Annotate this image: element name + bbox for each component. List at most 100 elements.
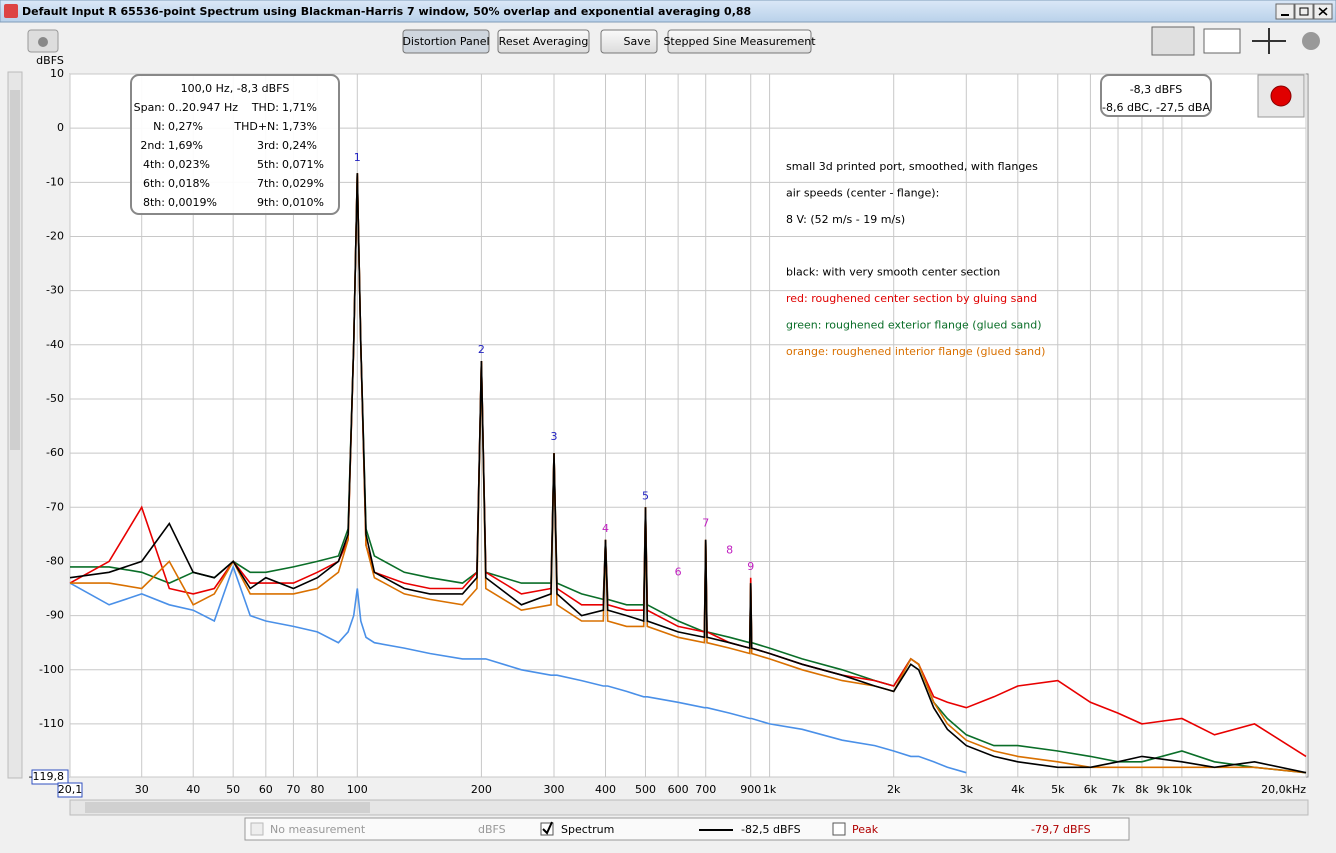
distortion-label: 4th:: [143, 158, 165, 171]
harmonic-marker: 4: [602, 522, 609, 535]
y-tick-label: -60: [46, 446, 64, 459]
annotation-line: red: roughened center section by gluing …: [786, 292, 1037, 305]
toolbar: Distortion Panel Reset Averaging Save Stepp…: [402, 29, 816, 54]
checkbox[interactable]: [832, 822, 846, 836]
scroll-thumb[interactable]: [85, 802, 370, 813]
spectrum-line: [70, 173, 1307, 774]
distortion-label: 7th:: [257, 177, 279, 190]
maximize-button[interactable]: [1294, 3, 1314, 20]
x-tick-label: 5k: [1051, 783, 1065, 796]
level-sub: -8,6 dBC, -27,5 dBA: [1102, 101, 1210, 114]
annotation-line: orange: roughened interior flange (glued…: [786, 345, 1045, 358]
camera-icon: [38, 37, 48, 47]
x-tick-label: 2k: [887, 783, 901, 796]
x-tick-label: 60: [259, 783, 273, 796]
record-indicator: [1270, 85, 1292, 107]
legend-bar: [244, 817, 1130, 841]
x-tick-label: 600: [668, 783, 689, 796]
x-tick-label: 50: [226, 783, 240, 796]
spectrum-line: [70, 173, 1307, 774]
y-tick-label: -70: [46, 500, 64, 513]
distortion-label: 5th:: [257, 158, 279, 171]
close-icon: [1318, 7, 1328, 16]
annotation-line: small 3d printed port, smoothed, with fl…: [786, 160, 1038, 173]
harmonic-marker: 2: [478, 343, 485, 356]
distortion-panel: [130, 74, 340, 215]
y-tick-label: -20: [46, 229, 64, 242]
y-tick-label: -119,8: [29, 770, 64, 783]
x-tick-label: 40: [186, 783, 200, 796]
annotation-line: air speeds (center - flange):: [786, 186, 939, 199]
distortion-value: 0,029%: [282, 177, 324, 190]
level-main: -8,3 dBFS: [1130, 83, 1183, 96]
legend-text: dBFS: [478, 823, 506, 836]
x-tick-label: 100: [347, 783, 368, 796]
distortion-value: 0,27%: [168, 120, 203, 133]
button-label: Distortion Panel: [402, 35, 489, 48]
level-box: [1100, 74, 1212, 117]
y-tick-label: -90: [46, 609, 64, 622]
harmonic-marker: 6: [675, 565, 682, 578]
harmonic-marker: 9: [747, 560, 754, 573]
y-tick-label: -110: [39, 717, 64, 730]
zoom-icon[interactable]: [1252, 28, 1286, 54]
toolbar-button[interactable]: [402, 29, 490, 54]
distortion-value: 1,71%: [282, 101, 317, 114]
distortion-value: 0,24%: [282, 139, 317, 152]
harmonic-marker: 1: [354, 151, 361, 164]
x-tick-label: 200: [471, 783, 492, 796]
x-tick-label: 20,1: [58, 783, 83, 796]
distortion-value: 0..20.947 Hz: [168, 101, 238, 114]
y-tick-label: -80: [46, 554, 64, 567]
x-tick-label: 500: [635, 783, 656, 796]
y-tick-label: -50: [46, 392, 64, 405]
scroll-thumb[interactable]: [10, 90, 20, 450]
legend-text: -79,7 dBFS: [1031, 823, 1091, 836]
checkbox[interactable]: [250, 822, 264, 836]
toolbar-button[interactable]: [600, 29, 658, 54]
minimize-button[interactable]: [1275, 3, 1295, 20]
legend-text: No measurement: [270, 823, 366, 836]
distortion-value: 0,071%: [282, 158, 324, 171]
check-mark: [542, 821, 553, 835]
distortion-label: 2nd:: [140, 139, 165, 152]
distortion-value: 1,69%: [168, 139, 203, 152]
button-label: Reset Averaging: [499, 35, 589, 48]
toolbar-button[interactable]: [667, 29, 812, 54]
x-tick-label: 70: [286, 783, 300, 796]
app-icon: [4, 4, 18, 18]
horizontal-scrollbar[interactable]: [69, 799, 1309, 816]
legend-text: Spectrum: [561, 823, 614, 836]
x-tick-label: 10k: [1172, 783, 1193, 796]
window-title: Default Input R 65536-point Spectrum usi…: [22, 5, 751, 18]
distortion-label: Span:: [134, 101, 165, 114]
maximize-icon: [1299, 7, 1309, 16]
x-tick-label: 9k: [1156, 783, 1170, 796]
distortion-value: 0,010%: [282, 196, 324, 209]
distortion-value: 0,018%: [168, 177, 210, 190]
harmonic-marker: 8: [726, 544, 733, 557]
x-tick-label: 900: [740, 783, 761, 796]
spectrum-line: [69, 173, 1307, 774]
toolbar-button[interactable]: [497, 29, 590, 54]
y-axis-label: dBFS: [36, 54, 64, 67]
harmonic-marker: 3: [551, 430, 558, 443]
title-bar: [0, 0, 1336, 23]
distortion-value: 0,023%: [168, 158, 210, 171]
x-tick-label: 8k: [1135, 783, 1149, 796]
y-tick-label: 10: [50, 67, 64, 80]
button-label: Stepped Sine Measurement: [663, 35, 816, 48]
spectrum-line: [69, 564, 967, 774]
settings-icon[interactable]: [1302, 32, 1320, 50]
plot-layer: dBFS100-10-20-30-40-50-60-70-80-90-100-1…: [29, 54, 1307, 798]
x-tick-label: 4k: [1011, 783, 1025, 796]
distortion-label: THD:: [251, 101, 279, 114]
x-tick-label: 300: [544, 783, 565, 796]
layout-button[interactable]: [1203, 28, 1241, 54]
view-button[interactable]: [1151, 26, 1195, 56]
x-tick-label: 7k: [1111, 783, 1125, 796]
x-tick-label: 80: [310, 783, 324, 796]
y-tick-label: -100: [39, 663, 64, 676]
distortion-value: 0,0019%: [168, 196, 217, 209]
